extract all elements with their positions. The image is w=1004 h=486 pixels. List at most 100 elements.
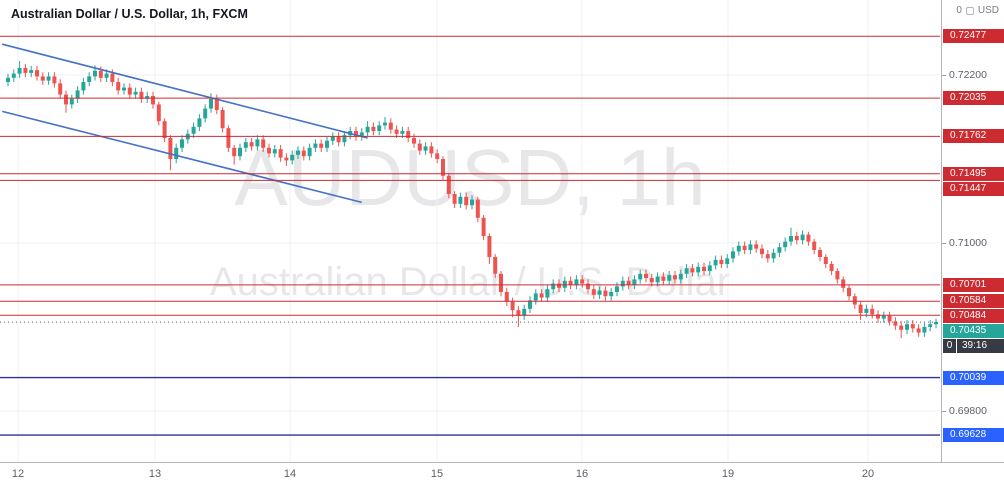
- price-axis-label-text: 0.69800: [949, 405, 987, 417]
- candle-body: [783, 241, 788, 248]
- channel-trendline[interactable]: [2, 43, 368, 139]
- candle-body: [197, 118, 202, 127]
- countdown-row: 0 39:16: [943, 339, 1004, 354]
- candle-body: [487, 236, 492, 257]
- candle-body: [359, 132, 364, 137]
- candle-body: [765, 254, 770, 259]
- candle-body: [330, 136, 335, 141]
- candle-body: [910, 324, 915, 329]
- last-price-badge: 0.70435: [943, 324, 1004, 339]
- candle-body: [493, 257, 498, 274]
- price-axis[interactable]: 0 USD 0.72200 0.71000 0.69800 0.72477 0.7203…: [941, 0, 1004, 462]
- candle-body: [597, 290, 602, 295]
- candle-body: [40, 76, 45, 81]
- candle-body: [748, 244, 753, 250]
- candle-body: [412, 138, 416, 144]
- candle-body: [777, 247, 782, 253]
- candle-body: [707, 265, 712, 271]
- candle-body: [626, 280, 631, 285]
- candle-body: [528, 300, 532, 309]
- candle-body: [278, 149, 283, 158]
- candle-body: [858, 304, 863, 313]
- price-axis-tools[interactable]: 0 USD: [956, 5, 999, 16]
- candle-body: [162, 121, 167, 138]
- candle-body: [307, 147, 312, 157]
- candle-body: [632, 279, 637, 285]
- candle-body: [881, 315, 886, 319]
- candle-body: [174, 147, 179, 159]
- price-axis-label: 0.69800: [942, 404, 1004, 418]
- candle-body: [887, 315, 892, 322]
- candle-body: [11, 73, 16, 78]
- candlestick-chart-canvas[interactable]: [0, 0, 941, 462]
- candle-body: [429, 146, 434, 154]
- chart-title[interactable]: Australian Dollar / U.S. Dollar, 1h, FXC…: [8, 7, 251, 21]
- price-level-badge-red: 0.71495: [943, 166, 1004, 181]
- candle-body: [852, 296, 857, 305]
- candle-body: [823, 257, 828, 264]
- candle-body: [684, 268, 689, 274]
- candle-body: [516, 310, 521, 316]
- price-level-badge-red: 0.72035: [943, 91, 1004, 106]
- candle-body: [46, 76, 51, 81]
- candle-body: [504, 292, 509, 302]
- candle-body: [441, 159, 445, 176]
- candle-body: [17, 68, 22, 74]
- candle-body: [678, 273, 683, 280]
- price-level-badge-red: 0.72477: [943, 29, 1004, 44]
- candle-body: [423, 146, 428, 151]
- candle-body: [835, 271, 840, 280]
- candle-body: [533, 293, 538, 301]
- time-axis-label: 12: [11, 468, 25, 480]
- candle-body: [719, 259, 724, 264]
- time-axis-label: 13: [148, 468, 162, 480]
- candle-body: [249, 142, 254, 147]
- candle-body: [870, 308, 875, 315]
- candle-body: [580, 279, 585, 284]
- candle-body: [267, 147, 271, 154]
- candle-body: [916, 328, 921, 333]
- candle-body: [69, 98, 74, 105]
- candle-body: [545, 289, 550, 298]
- time-axis-label: 14: [283, 468, 297, 480]
- candle-body: [470, 199, 474, 206]
- alert-count: 0: [956, 5, 962, 16]
- candle-body: [638, 273, 643, 280]
- candle-body: [446, 175, 451, 194]
- candle-body: [93, 70, 97, 77]
- candle-body: [98, 70, 103, 78]
- candle-body: [458, 196, 463, 204]
- candle-body: [52, 76, 57, 84]
- candle-body: [603, 290, 608, 297]
- time-axis-label: 16: [575, 468, 589, 480]
- candle-body: [23, 68, 28, 73]
- time-axis[interactable]: 12 13 14 15 16 19 20: [0, 462, 1004, 486]
- candle-body: [481, 217, 486, 236]
- candle-body: [696, 266, 701, 273]
- candle-body: [319, 143, 324, 148]
- candle-body: [847, 287, 851, 297]
- candle-body: [180, 139, 184, 148]
- currency-toggle-button[interactable]: USD: [977, 5, 999, 16]
- candle-body: [122, 87, 126, 91]
- channel-trendline[interactable]: [2, 110, 362, 204]
- price-level-badge-red: 0.71762: [943, 129, 1004, 144]
- candle-body: [812, 241, 817, 250]
- time-axis-label: 19: [721, 468, 735, 480]
- candle-body: [794, 236, 799, 241]
- candle-body: [771, 252, 776, 259]
- candle-body: [261, 139, 266, 148]
- axis-tick: [942, 242, 946, 244]
- candle-body: [284, 157, 289, 161]
- candle-body: [255, 139, 260, 147]
- candle-body: [313, 143, 318, 148]
- price-axis-label: 0.72200: [942, 68, 1004, 82]
- candle-body: [760, 248, 764, 255]
- candle-body: [928, 324, 933, 327]
- candle-body: [139, 91, 144, 99]
- candle-body: [934, 322, 938, 325]
- candle-body: [574, 279, 579, 285]
- candle-body: [829, 264, 834, 271]
- candle-body: [116, 82, 121, 91]
